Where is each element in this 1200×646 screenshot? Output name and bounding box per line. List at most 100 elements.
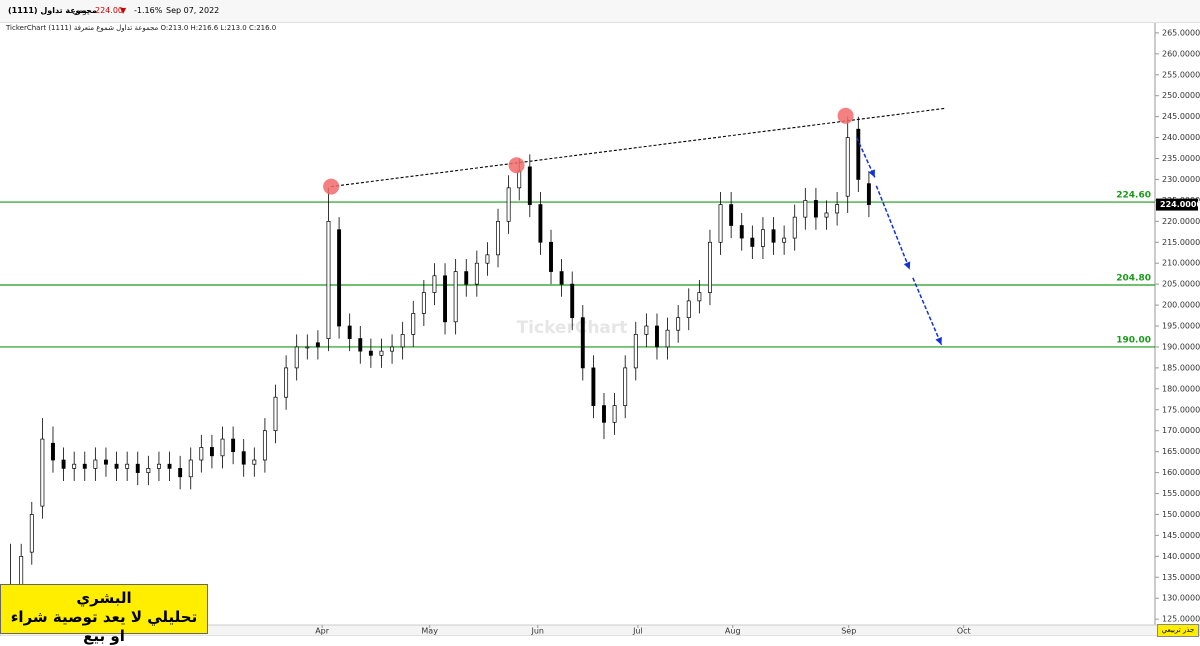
candle-body — [61, 459, 66, 469]
date: Sep 07, 2022 — [166, 6, 220, 15]
y-tick-label: 260.0000 — [1162, 49, 1200, 58]
candle-body — [347, 325, 352, 339]
y-tick-label: 170.0000 — [1162, 426, 1200, 435]
candle-body — [803, 200, 808, 218]
candle-body — [156, 463, 161, 469]
y-tick-label: 165.0000 — [1162, 447, 1200, 456]
candle-body — [729, 204, 734, 226]
candle-body — [612, 405, 617, 423]
period[interactable]: يومي — [72, 6, 90, 15]
candle-body — [305, 346, 310, 349]
candle-body — [104, 459, 108, 465]
candle-body — [29, 514, 34, 553]
candle-body — [676, 317, 681, 331]
candle-body — [390, 346, 395, 352]
projection-arrow — [856, 137, 876, 178]
y-tick-label: 200.0000 — [1162, 301, 1200, 310]
candle-body — [411, 313, 416, 335]
candle-body — [845, 137, 850, 197]
candle-body — [178, 468, 183, 478]
x-tick-label: Sep — [841, 627, 856, 636]
author: البشري — [76, 589, 132, 607]
x-tick-label: Jul — [632, 627, 643, 636]
candle-body — [443, 275, 447, 323]
candle-body — [538, 204, 543, 243]
projection-arrow — [912, 277, 943, 346]
candle-body — [199, 447, 204, 461]
candle-body — [146, 468, 151, 473]
disclaimer: تحليلي لا يعد توصية شراء او بيع — [10, 608, 198, 645]
x-tick-label: May — [421, 627, 438, 636]
y-tick-label: 145.0000 — [1162, 531, 1200, 540]
candle-body — [570, 283, 575, 318]
candle-body — [167, 463, 172, 469]
candle-body — [708, 241, 712, 293]
y-tick-label: 175.0000 — [1162, 405, 1200, 414]
candle-body — [506, 187, 511, 222]
y-tick-label: 245.0000 — [1162, 112, 1200, 121]
arrow-head — [868, 169, 875, 178]
candle-body — [358, 338, 363, 352]
candle-body — [824, 212, 829, 218]
candle-body — [51, 442, 55, 461]
candle-body — [400, 334, 405, 348]
last-price-label: 224.0000 — [1160, 200, 1200, 209]
scale-button[interactable]: جذر تربيعي — [1157, 624, 1199, 637]
y-tick-label: 205.0000 — [1162, 280, 1200, 289]
candle-body — [93, 459, 98, 469]
candle-body — [379, 350, 384, 356]
candle-body — [231, 438, 236, 452]
candle-body — [421, 292, 426, 314]
candle-body — [125, 463, 130, 469]
candle-body — [517, 170, 522, 189]
y-tick-label: 150.0000 — [1162, 510, 1200, 519]
y-tick-label: 130.0000 — [1162, 594, 1200, 603]
candle-body — [135, 463, 140, 473]
candle-body — [496, 220, 500, 256]
y-tick-label: 135.0000 — [1162, 573, 1200, 582]
candle-body — [284, 367, 289, 398]
candle-body — [602, 405, 606, 423]
candle-body — [337, 229, 342, 327]
y-tick-label: 235.0000 — [1162, 154, 1200, 163]
toolbar: مجموعة تداول (1111) يومي 224.00 ▼ -1.16%… — [0, 0, 1200, 23]
ohlc-info: TickerChart مجموعة تداول شموع متعرفة (11… — [6, 24, 277, 32]
y-tick-label: 240.0000 — [1162, 133, 1200, 142]
y-tick-label: 255.0000 — [1162, 70, 1200, 79]
peak-marker — [508, 157, 525, 174]
candle-body — [432, 275, 437, 293]
level-label: 224.60 — [1116, 191, 1151, 201]
candle-body — [527, 166, 532, 205]
peak-marker — [323, 178, 340, 195]
candle-body — [835, 204, 840, 214]
candle-body — [697, 292, 702, 302]
y-tick-label: 195.0000 — [1162, 322, 1200, 331]
candle-body — [72, 463, 77, 469]
symbol[interactable]: مجموعة تداول (1111) — [8, 6, 97, 15]
arrow-head — [903, 261, 911, 270]
candle-body — [40, 438, 45, 507]
candle-body — [114, 463, 119, 469]
candle-body — [718, 204, 723, 243]
level-label: 204.80 — [1116, 273, 1151, 283]
candle-body — [792, 216, 797, 239]
x-tick-label: Oct — [957, 627, 971, 636]
candle-body — [559, 271, 564, 285]
disclaimer-box: البشري تحليلي لا يعد توصية شراء او بيع — [0, 584, 208, 645]
trendline — [331, 107, 946, 188]
projection-arrow — [875, 185, 911, 270]
candle-body — [633, 334, 638, 369]
candle-body — [294, 346, 299, 369]
x-tick-label: Jun — [531, 627, 545, 636]
candle-body — [782, 237, 787, 243]
candle-body — [209, 447, 214, 457]
y-tick-label: 215.0000 — [1162, 238, 1200, 247]
y-tick-label: 180.0000 — [1162, 384, 1200, 393]
candle-body — [464, 271, 469, 285]
level-label: 190.00 — [1116, 335, 1151, 345]
candle-body — [623, 367, 628, 406]
y-tick-label: 265.0000 — [1162, 28, 1200, 37]
change-arrow: ▼ — [120, 6, 127, 15]
